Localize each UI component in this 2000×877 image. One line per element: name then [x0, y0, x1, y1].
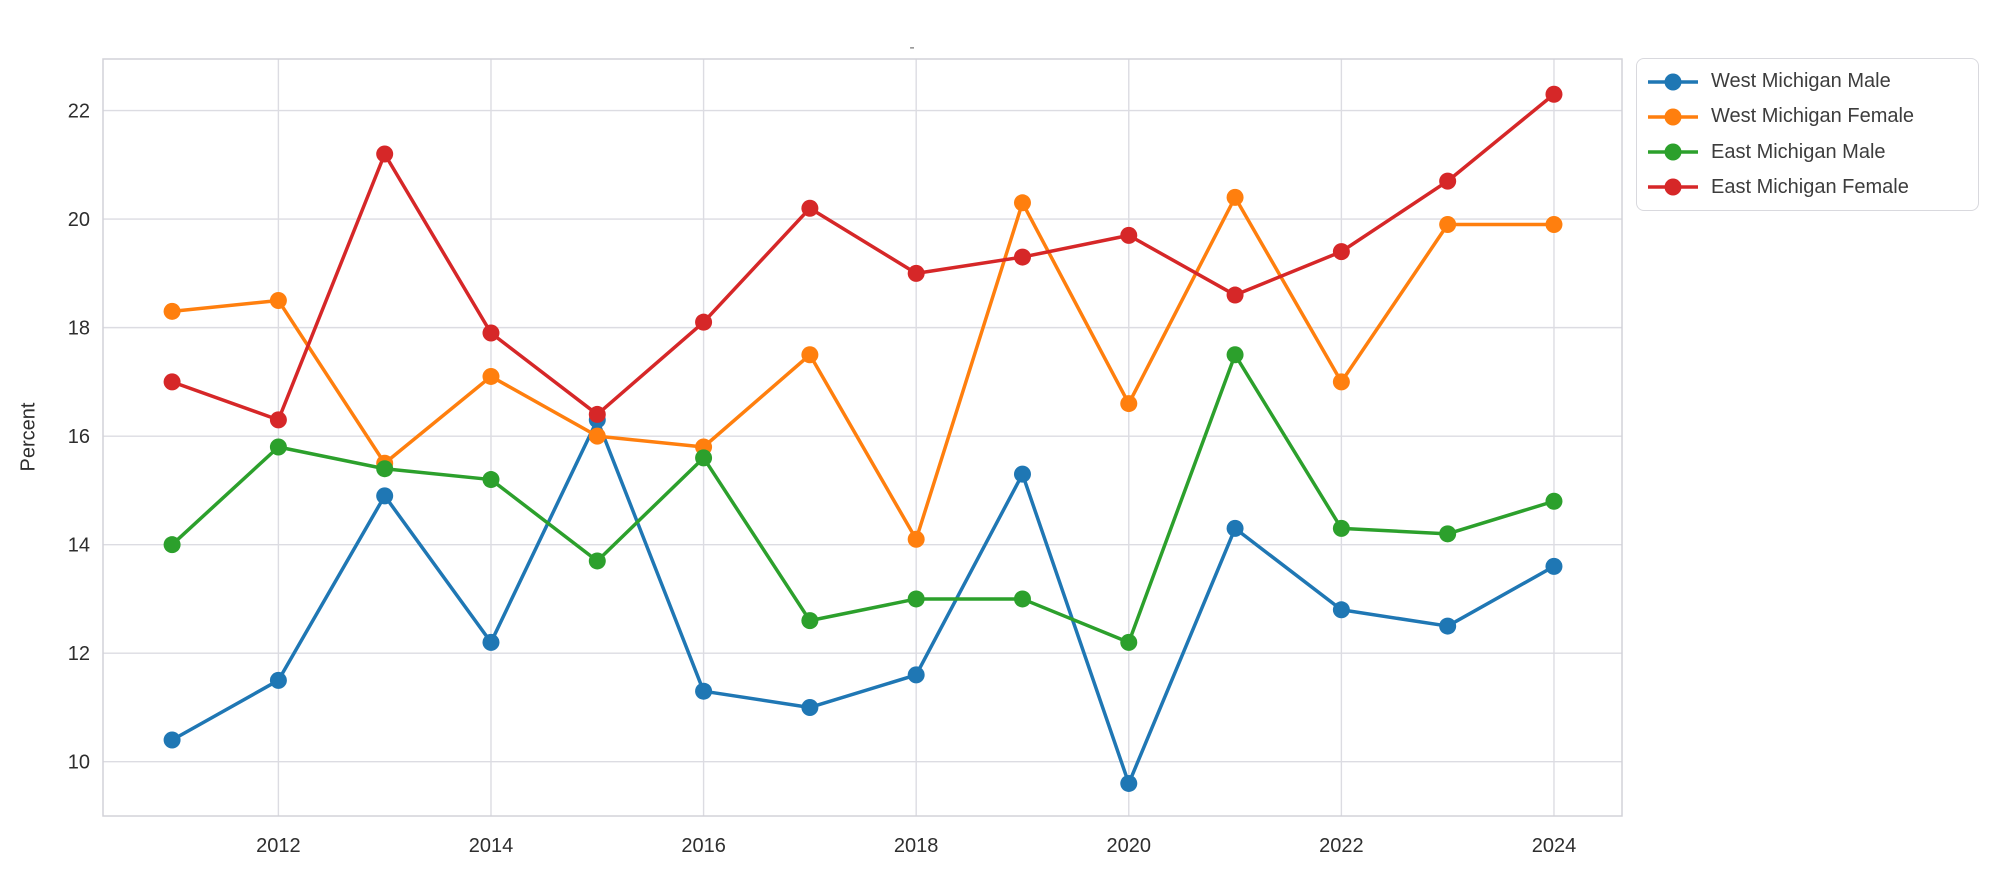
- data-point-west-michigan-female-2011: [163, 302, 181, 320]
- y-tick-label: 14: [68, 535, 90, 557]
- legend-marker-icon: [1664, 178, 1682, 196]
- data-point-west-michigan-male-2024: [1545, 557, 1563, 575]
- data-point-west-michigan-female-2020: [1120, 395, 1138, 413]
- data-point-east-michigan-male-2017: [801, 612, 819, 630]
- legend-label: West Michigan Male: [1711, 70, 1891, 93]
- x-tick-label: 2018: [894, 835, 939, 857]
- data-point-west-michigan-female-2024: [1545, 216, 1563, 234]
- legend-label: West Michigan Female: [1711, 105, 1915, 128]
- legend-item-west-michigan-female: West Michigan Female: [1645, 99, 1968, 134]
- data-point-west-michigan-female-2018: [907, 530, 925, 548]
- data-point-east-michigan-male-2012: [269, 438, 287, 456]
- data-point-east-michigan-male-2022: [1332, 519, 1350, 537]
- data-point-east-michigan-male-2016: [695, 449, 713, 467]
- legend-item-east-michigan-female: East Michigan Female: [1645, 170, 1968, 205]
- data-point-east-michigan-female-2021: [1226, 286, 1244, 304]
- plot-border: [102, 58, 1623, 817]
- legend-label: East Michigan Female: [1711, 175, 1909, 198]
- y-tick-label: 10: [68, 752, 90, 774]
- data-point-west-michigan-female-2023: [1439, 216, 1457, 234]
- data-point-east-michigan-male-2024: [1545, 492, 1563, 510]
- data-point-west-michigan-male-2023: [1439, 617, 1457, 635]
- data-point-east-michigan-female-2016: [695, 313, 713, 331]
- series-line-west-michigan-female: [170, 195, 1556, 541]
- data-point-east-michigan-female-2022: [1332, 243, 1350, 261]
- data-point-west-michigan-male-2013: [376, 487, 394, 505]
- legend: West Michigan Male West Michigan Female …: [1636, 58, 1979, 211]
- data-point-east-michigan-male-2013: [376, 460, 394, 478]
- data-point-west-michigan-male-2016: [695, 682, 713, 700]
- x-tick-label: 2024: [1532, 835, 1577, 857]
- data-point-east-michigan-female-2018: [907, 264, 925, 282]
- data-point-east-michigan-male-2021: [1226, 346, 1244, 364]
- y-tick-label: 16: [68, 426, 90, 448]
- legend-swatch: [1648, 143, 1698, 161]
- data-point-east-michigan-male-2020: [1120, 633, 1138, 651]
- data-point-east-michigan-male-2018: [907, 590, 925, 608]
- data-point-west-michigan-male-2022: [1332, 601, 1350, 619]
- series-line-east-michigan-female: [170, 92, 1556, 422]
- data-point-west-michigan-female-2012: [269, 291, 287, 309]
- data-point-west-michigan-female-2014: [482, 367, 500, 385]
- legend-marker-icon: [1664, 73, 1682, 91]
- data-point-east-michigan-male-2019: [1013, 590, 1031, 608]
- data-point-east-michigan-male-2015: [588, 552, 606, 570]
- data-point-west-michigan-female-2015: [588, 427, 606, 445]
- legend-marker-icon: [1664, 143, 1682, 161]
- data-point-west-michigan-male-2021: [1226, 519, 1244, 537]
- data-point-west-michigan-male-2018: [907, 666, 925, 684]
- data-point-east-michigan-male-2023: [1439, 525, 1457, 543]
- y-tick-label: 18: [68, 318, 90, 340]
- legend-label: East Michigan Male: [1711, 140, 1886, 163]
- series-line-west-michigan-male: [170, 418, 1556, 786]
- chart-title: -: [909, 39, 915, 56]
- x-tick-label: 2020: [1107, 835, 1152, 857]
- x-tick-label: 2014: [469, 835, 514, 857]
- data-point-east-michigan-female-2012: [269, 411, 287, 429]
- legend-marker-icon: [1664, 108, 1682, 126]
- legend-swatch: [1648, 73, 1698, 91]
- data-point-east-michigan-female-2015: [588, 405, 606, 423]
- legend-item-west-michigan-male: West Michigan Male: [1645, 64, 1968, 99]
- x-tick-label: 2016: [681, 835, 726, 857]
- data-point-west-michigan-male-2019: [1013, 465, 1031, 483]
- data-point-west-michigan-female-2021: [1226, 188, 1244, 206]
- data-point-east-michigan-female-2017: [801, 199, 819, 217]
- y-tick-label: 12: [68, 643, 90, 665]
- series-line-east-michigan-male: [170, 352, 1556, 645]
- data-point-west-michigan-male-2017: [801, 698, 819, 716]
- legend-swatch: [1648, 108, 1698, 126]
- legend-swatch: [1648, 178, 1698, 196]
- data-point-west-michigan-female-2017: [801, 346, 819, 364]
- data-point-east-michigan-female-2020: [1120, 226, 1138, 244]
- data-point-east-michigan-female-2019: [1013, 248, 1031, 266]
- y-tick-label: 22: [68, 101, 90, 123]
- x-tick-label: 2022: [1319, 835, 1364, 857]
- data-point-west-michigan-female-2022: [1332, 373, 1350, 391]
- data-point-west-michigan-male-2020: [1120, 774, 1138, 792]
- data-point-west-michigan-male-2014: [482, 633, 500, 651]
- y-tick-label: 20: [68, 209, 90, 231]
- data-point-west-michigan-male-2011: [163, 731, 181, 749]
- data-point-west-michigan-female-2019: [1013, 194, 1031, 212]
- data-point-east-michigan-female-2011: [163, 373, 181, 391]
- legend-item-east-michigan-male: East Michigan Male: [1645, 135, 1968, 170]
- x-tick-label: 2012: [256, 835, 301, 857]
- data-point-east-michigan-female-2014: [482, 324, 500, 342]
- data-point-east-michigan-male-2014: [482, 471, 500, 489]
- data-point-east-michigan-female-2023: [1439, 172, 1457, 190]
- data-point-west-michigan-male-2012: [269, 671, 287, 689]
- data-point-east-michigan-male-2011: [163, 536, 181, 554]
- data-point-east-michigan-female-2024: [1545, 85, 1563, 103]
- data-point-east-michigan-female-2013: [376, 145, 394, 163]
